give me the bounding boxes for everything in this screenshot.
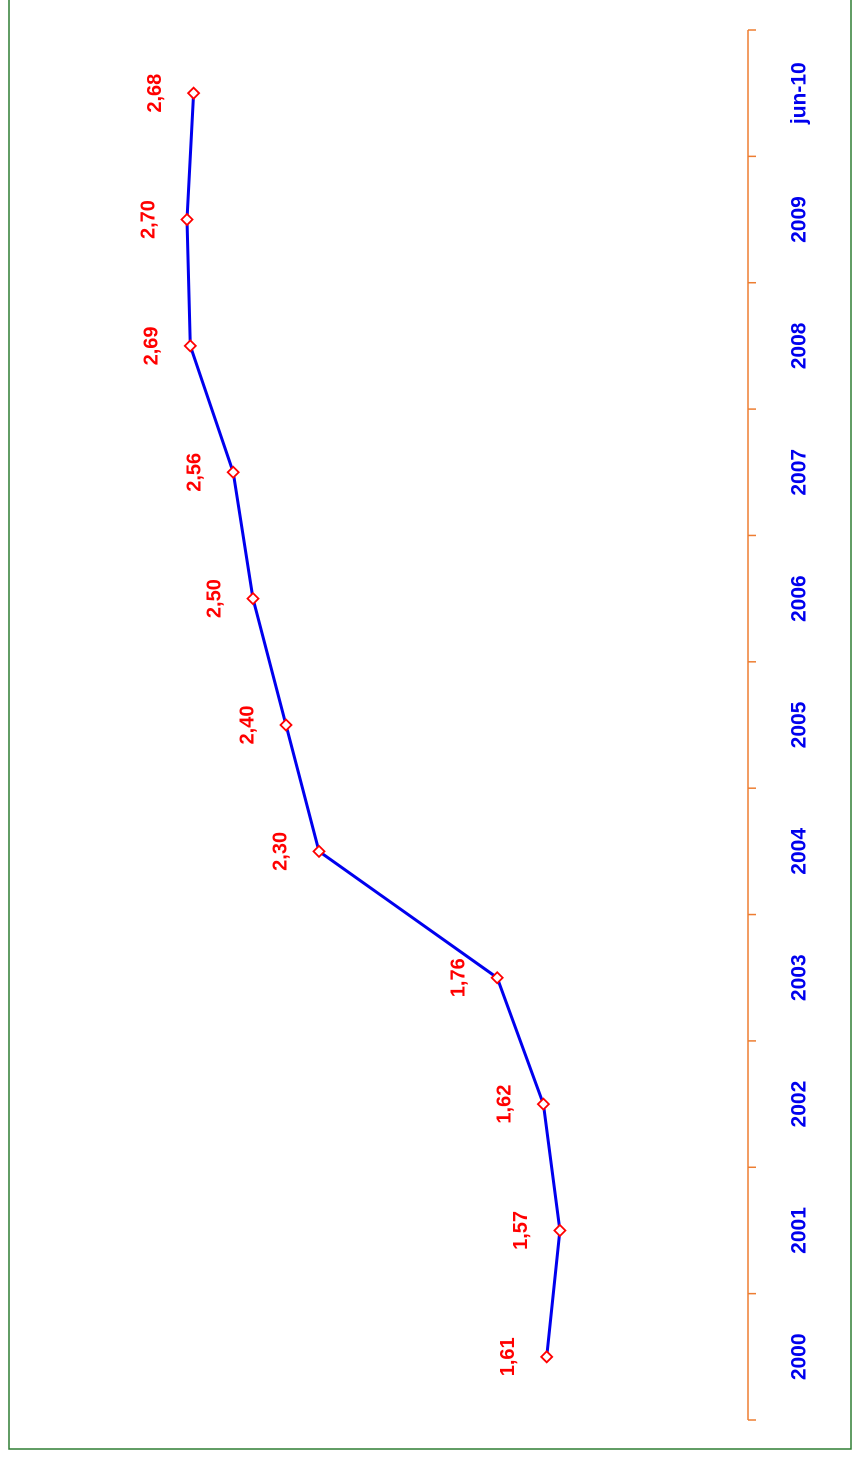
category-label: 2001 — [788, 1207, 811, 1254]
data-label: 2,40 — [236, 706, 258, 745]
category-label: jun-10 — [788, 62, 811, 125]
category-label: 2008 — [788, 322, 811, 369]
data-marker — [246, 591, 260, 606]
data-label: 2,68 — [144, 74, 166, 113]
data-label: 1,57 — [510, 1211, 532, 1250]
data-label: 2,50 — [203, 579, 225, 618]
category-label: 2007 — [788, 449, 811, 496]
data-label: 2,56 — [183, 453, 205, 492]
category-label: 2002 — [788, 1081, 811, 1128]
data-marker — [490, 970, 504, 985]
category-label: 2004 — [788, 828, 811, 875]
data-label: 1,61 — [497, 1337, 519, 1376]
data-label: 1,62 — [494, 1085, 516, 1124]
category-label: 2005 — [788, 701, 811, 748]
data-marker — [279, 718, 293, 732]
category-label: 2009 — [788, 196, 811, 243]
data-marker — [539, 1350, 554, 1364]
data-marker — [312, 844, 326, 859]
category-label: 2006 — [788, 575, 811, 622]
data-marker — [553, 1223, 567, 1238]
category-label: 2000 — [788, 1333, 811, 1380]
data-label: 2,69 — [141, 326, 163, 365]
chart-frame — [8, 0, 852, 1450]
data-marker — [536, 1097, 551, 1111]
category-label: 2003 — [788, 954, 811, 1001]
data-marker — [183, 339, 198, 353]
data-marker — [186, 86, 201, 100]
data-marker — [180, 212, 194, 227]
data-label: 1,76 — [447, 958, 469, 997]
data-marker — [226, 465, 240, 480]
data-label: 2,30 — [269, 832, 291, 871]
data-label: 2,70 — [137, 200, 159, 239]
